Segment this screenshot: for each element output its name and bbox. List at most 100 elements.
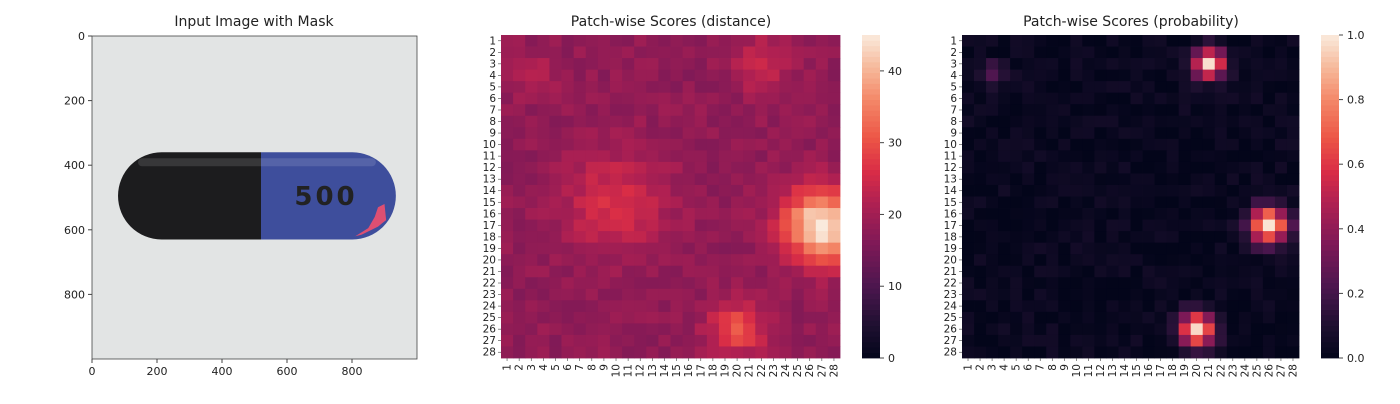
heatmap-cell	[1118, 311, 1131, 324]
heatmap-cell	[1094, 58, 1107, 71]
colorbar-segment	[1321, 320, 1339, 327]
heatmap-cell	[670, 58, 684, 71]
colorbar-segment	[862, 148, 880, 154]
heatmap-cell	[585, 300, 599, 313]
heatmap-cell	[609, 300, 623, 313]
heatmap-cell	[501, 58, 514, 71]
heatmap-cell	[1034, 161, 1047, 174]
colorbar-segment	[862, 207, 880, 214]
heatmap-cell	[658, 254, 671, 267]
heatmap-cell	[731, 115, 744, 128]
heatmap-cell	[743, 288, 756, 301]
heatmap-cell	[718, 92, 732, 105]
colorbar-segment	[862, 174, 880, 181]
heatmap-cell	[609, 161, 623, 174]
heatmap-cell	[755, 184, 768, 197]
heatmap-cell	[1190, 92, 1204, 105]
heatmap-cell	[1286, 81, 1300, 94]
heatmap-cell	[1022, 196, 1035, 209]
heatmap-cell	[1214, 115, 1228, 128]
colorbar-segment	[862, 309, 880, 316]
heatmap-cell	[1070, 323, 1083, 336]
heatmap-cell	[1094, 277, 1107, 290]
heatmap-cell	[731, 69, 744, 82]
heatmap-cell	[537, 127, 550, 140]
heatmap-cell	[1082, 46, 1095, 59]
heatmap-cell	[1142, 300, 1155, 313]
heatmap-cell	[815, 231, 829, 244]
heatmap-cell	[1070, 196, 1083, 209]
heatmap-cell	[998, 115, 1011, 128]
x-tick-label: 23	[768, 364, 780, 377]
colorbar-segment	[1321, 201, 1339, 208]
y-tick-label: 8	[950, 116, 957, 128]
x-tick-label: 23	[1227, 364, 1239, 377]
heatmap-cell	[501, 115, 514, 128]
heatmap-cell	[779, 81, 792, 94]
heatmap-cell	[1190, 69, 1204, 82]
x-tick-label: 18	[1167, 364, 1179, 377]
heatmap-cell	[1094, 127, 1107, 140]
heatmap-cell	[1070, 92, 1083, 105]
colorbar-segment	[1321, 88, 1339, 95]
heatmap-cell	[1130, 288, 1143, 301]
heatmap-cell	[1010, 288, 1023, 301]
heatmap-cell	[1142, 208, 1155, 220]
colorbar-segment	[862, 341, 880, 348]
heatmap-cell	[513, 127, 526, 140]
heatmap-cell	[998, 242, 1011, 255]
heatmap-cell	[597, 196, 611, 209]
heatmap-cell	[1178, 265, 1192, 278]
heatmap-cell	[597, 104, 611, 117]
heatmap-cell	[779, 277, 792, 290]
heatmap-cell	[791, 242, 805, 255]
heatmap-cell	[1034, 138, 1047, 151]
heatmap-cell	[718, 219, 732, 232]
heatmap-cell	[1118, 127, 1131, 140]
x-tick-label: 14	[659, 364, 671, 378]
heatmap-cell	[731, 346, 744, 359]
heatmap-cell	[1154, 161, 1168, 174]
x-tick-label: 11	[1083, 364, 1095, 377]
colorbar-segment	[862, 250, 880, 257]
colorbar-tick-label: 20	[888, 208, 902, 221]
heatmap-cell	[1202, 242, 1216, 255]
heatmap-cell	[962, 208, 975, 220]
heatmap-cell	[1166, 104, 1180, 117]
heatmap-cell	[1214, 231, 1228, 244]
heatmap-cell	[767, 58, 780, 71]
heatmap-cell	[1022, 127, 1035, 140]
heatmap-cell	[998, 150, 1011, 163]
heatmap-cell	[573, 311, 587, 324]
heatmap-cell	[974, 208, 987, 220]
heatmap-cell	[1010, 35, 1023, 47]
heatmap-cell	[537, 242, 550, 255]
heatmap-cell	[513, 104, 526, 117]
x-tick-label: 6	[562, 364, 574, 371]
heatmap-cell	[803, 104, 817, 117]
heatmap-cell	[682, 92, 696, 105]
y-tick-label: 0	[78, 30, 85, 43]
colorbar-tick-label: 40	[888, 65, 902, 78]
heatmap-cell	[1178, 346, 1192, 359]
heatmap-cell	[561, 265, 575, 278]
heatmap-cell	[1082, 104, 1095, 117]
heatmap-cell	[803, 242, 817, 255]
x-tick-label: 1	[502, 364, 514, 371]
heatmap-cell	[974, 334, 987, 347]
heatmap-cell	[561, 46, 575, 59]
heatmap-cell	[513, 92, 526, 105]
heatmap-cell	[646, 323, 659, 336]
heatmap-cell	[1166, 127, 1180, 140]
heatmap-cell	[622, 311, 635, 324]
heatmap-cell	[525, 265, 538, 278]
heatmap-cell	[1094, 46, 1107, 59]
colorbar-segment	[1321, 218, 1339, 224]
colorbar-segment	[1321, 94, 1339, 100]
heatmap-cell	[815, 184, 829, 197]
heatmap-cell	[962, 92, 975, 105]
heatmap-cell	[803, 277, 817, 290]
heatmap-cell	[585, 46, 599, 59]
colorbar-segment	[862, 212, 880, 219]
heatmap-cell	[1274, 346, 1288, 359]
